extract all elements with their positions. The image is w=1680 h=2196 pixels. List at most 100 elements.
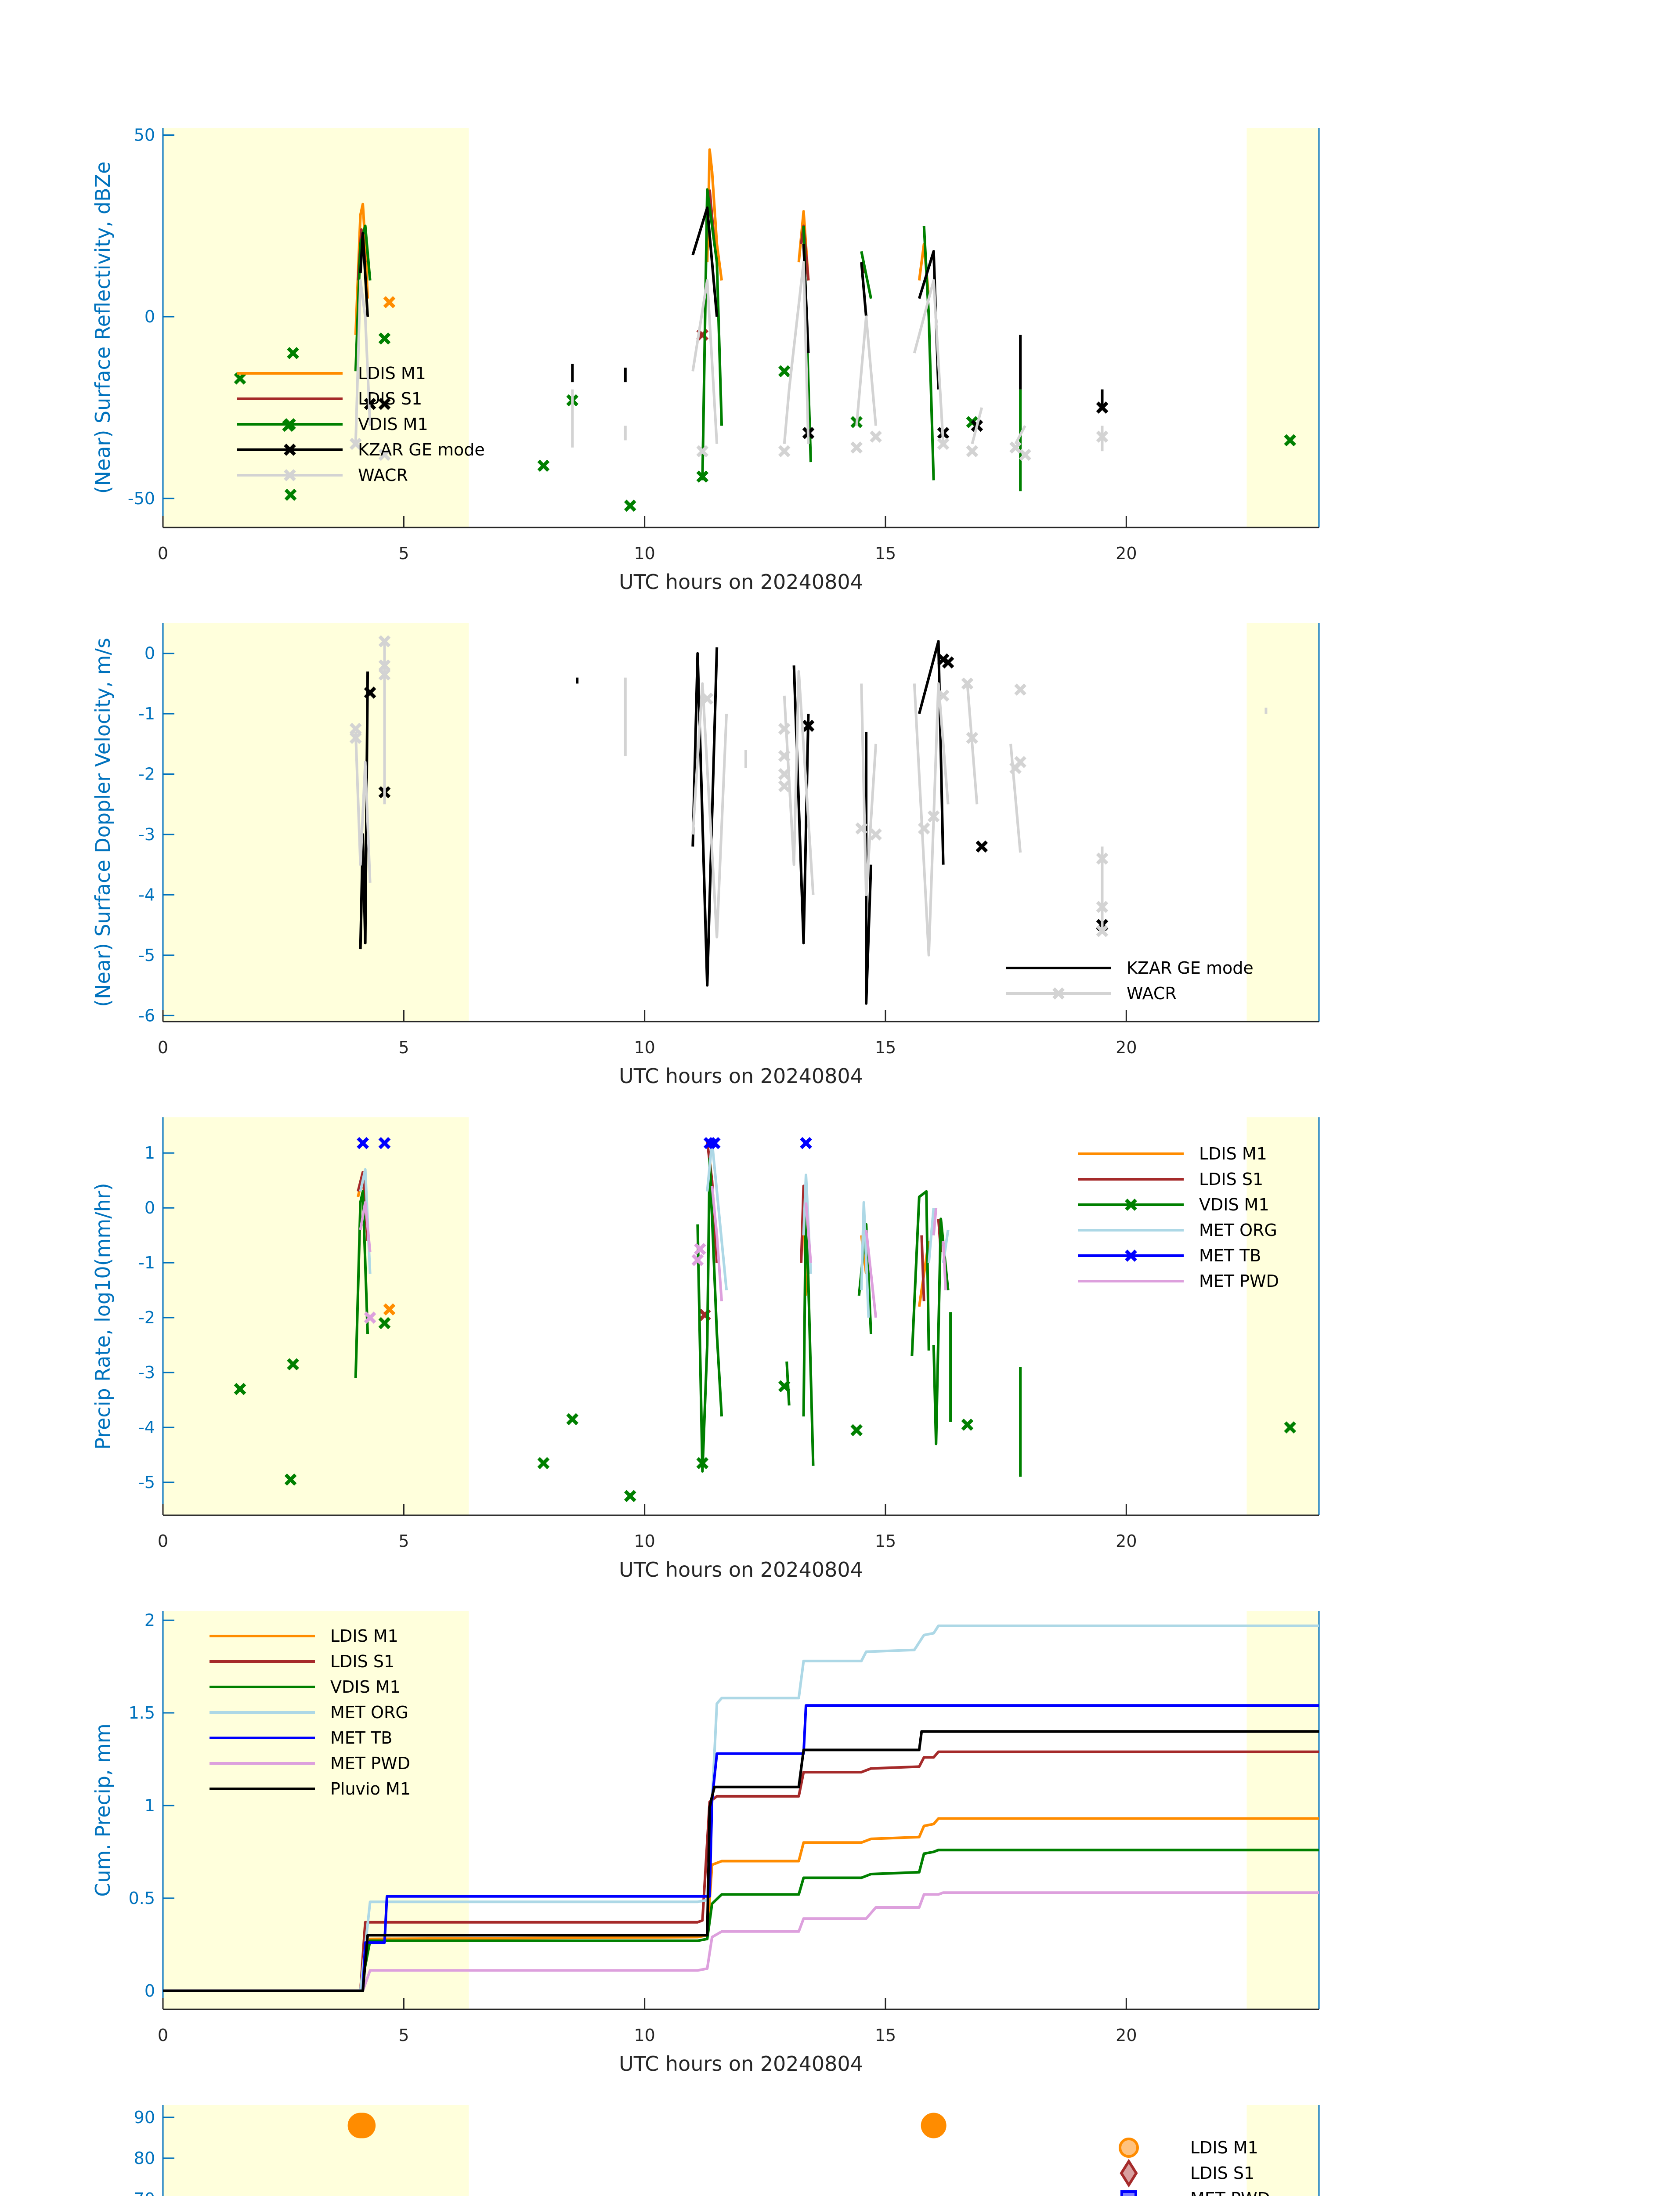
legend-item: KZAR GE mode (237, 440, 485, 459)
legend-label: VDIS M1 (358, 415, 428, 434)
series-met-tb (357, 1137, 812, 1149)
data-point (778, 365, 791, 378)
series-wacr (349, 261, 1109, 461)
x-axis-label: UTC hours on 20240804 (619, 1064, 863, 1088)
series-segment (910, 1190, 930, 1356)
data-point (694, 1243, 706, 1255)
legend-label: WACR (358, 466, 408, 485)
data-point (378, 448, 391, 461)
data-point (357, 1137, 369, 1149)
y-tick-label: 0 (145, 1198, 155, 1217)
series-vdis-m1 (163, 1849, 1319, 1992)
y-axis-label: (Near) Surface Doppler Velocity, m/s (91, 638, 115, 1007)
data-point (378, 332, 391, 345)
data-point (350, 2113, 376, 2138)
plot-area (349, 635, 1268, 1005)
legend: LDIS M1 LDIS S1 VDIS M1 MET ORG MET TB MET PW… (210, 1626, 411, 1799)
legend-label: LDIS M1 (1199, 1144, 1267, 1163)
y-tick-label: 0 (145, 307, 155, 326)
plot-area (234, 1137, 1297, 1503)
y-axis-label: Cum. Precip, mm (91, 1723, 115, 1897)
series-segment (860, 1201, 870, 1318)
series-segment (920, 1235, 925, 1301)
legend-item: WACR (237, 466, 408, 485)
series-ldis-m1 (163, 1817, 1319, 1992)
x-tick-label: 20 (1116, 1531, 1137, 1551)
data-point (1096, 925, 1109, 937)
series-wacr (349, 635, 1268, 957)
y-tick-label: 80 (134, 2149, 155, 2168)
data-point (850, 1424, 863, 1437)
x-axis-label: UTC hours on 20240804 (619, 1558, 863, 1582)
series-pluvio-m1 (163, 1730, 1319, 1992)
legend-label: MET PWD (1190, 2189, 1270, 2196)
series-segment (860, 251, 873, 299)
legend-label: Pluvio M1 (330, 1779, 411, 1799)
legend-label: VDIS M1 (1199, 1195, 1269, 1214)
series-line (163, 1891, 1319, 1992)
data-point (1014, 756, 1026, 768)
data-point (349, 732, 362, 744)
series-kzar-ge-mode (359, 206, 1109, 439)
series-line (163, 1750, 1319, 1992)
data-point (870, 430, 882, 443)
series-line (163, 1849, 1319, 1992)
data-point (696, 1457, 709, 1470)
data-point (918, 822, 930, 835)
legend-item: MET PWD (1078, 1271, 1279, 1291)
data-point (537, 459, 550, 472)
legend-label: LDIS S1 (1190, 2163, 1254, 2183)
series-ldis-s1 (163, 1750, 1319, 1992)
legend-marker (1052, 987, 1065, 1000)
data-point (870, 828, 882, 841)
series-segment (354, 1190, 369, 1378)
x-tick-label: 10 (634, 2026, 655, 2045)
legend: KZAR GE mode WACR (1006, 958, 1254, 1003)
legend-label: KZAR GE mode (358, 440, 485, 459)
legend-label: MET ORG (330, 1703, 408, 1722)
legend-item: LDIS M1 (1078, 1144, 1267, 1163)
series-met-pwd (163, 1891, 1319, 1992)
y-tick-label: 2 (145, 1611, 155, 1630)
series-segment (918, 640, 945, 865)
legend-item: LDIS S1 (210, 1652, 394, 1671)
series-vdis-m1 (234, 188, 1297, 512)
legend-item: LDIS M1 (210, 1626, 398, 1646)
data-point (850, 441, 863, 454)
data-point (708, 1137, 721, 1149)
y-tick-label: 0 (145, 644, 155, 663)
series-segment (1009, 744, 1022, 853)
legend-label: LDIS S1 (1199, 1170, 1263, 1189)
data-point (624, 1490, 636, 1503)
legend-item: VDIS M1 (237, 415, 428, 434)
data-point (234, 1383, 246, 1395)
series-segment (942, 1241, 947, 1290)
x-tick-label: 5 (398, 544, 409, 563)
x-tick-label: 5 (398, 1038, 409, 1057)
series-segment (865, 732, 873, 1005)
data-point (1014, 683, 1026, 696)
y-tick-label: -4 (138, 885, 155, 904)
x-tick-label: 20 (1116, 2026, 1137, 2045)
legend-item: LDIS S1 (1120, 2159, 1254, 2188)
data-point (778, 445, 791, 458)
x-tick-label: 0 (158, 2026, 168, 2045)
x-axis-label: UTC hours on 20240804 (619, 2052, 863, 2076)
legend-item: LDIS M1 (1119, 2138, 1258, 2158)
legend-marker (1120, 2159, 1138, 2188)
legend-label: WACR (1127, 984, 1177, 1003)
series-segment (1014, 425, 1026, 445)
panel-5: 010203040506070809005101520UTC hours on … (134, 2105, 1320, 2196)
legend-marker (284, 444, 296, 456)
data-point (378, 1137, 391, 1149)
data-point (921, 2113, 947, 2138)
legend: LDIS M1 LDIS S1 VDIS M1 MET ORG MET TB MET PW… (1078, 1144, 1279, 1291)
data-point (234, 372, 246, 385)
legend-marker (1125, 1250, 1137, 1262)
data-point (364, 1311, 376, 1324)
series-segment (706, 1141, 728, 1290)
shaded-band (1246, 128, 1319, 527)
data-point (800, 1137, 812, 1149)
